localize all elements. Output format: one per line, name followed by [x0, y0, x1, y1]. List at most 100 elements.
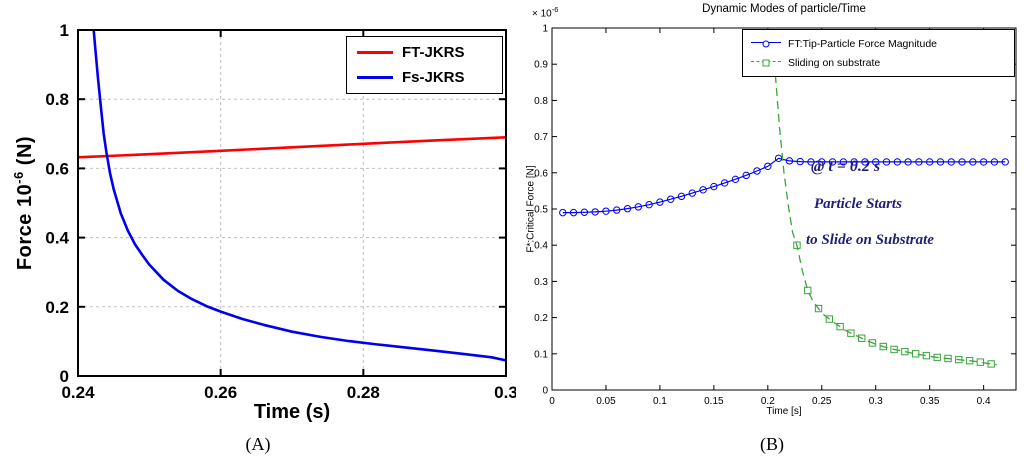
y-tick-label: 0.4 [534, 241, 548, 252]
legend-label: Sliding on substrate [788, 56, 881, 69]
exponent-base: × 10 [532, 8, 552, 20]
green-dashed-square-swatch [751, 57, 781, 68]
circle-marker [559, 208, 567, 217]
x-tick-label: 0.3 [494, 383, 516, 402]
chart-b-title: Dynamic Modes of particle/Time [702, 3, 866, 15]
blue-line-swatch [357, 76, 393, 79]
x-tick-label: 0.35 [920, 396, 940, 407]
legend-item-ft-jkrs: FT-JKRS [347, 40, 502, 65]
x-tick-label: 0.25 [812, 396, 832, 407]
circle-marker [688, 189, 696, 197]
circle-marker [893, 158, 902, 166]
x-tick-label: 0.2 [761, 396, 775, 407]
y-tick-label: 0.8 [534, 96, 548, 107]
circle-marker [979, 158, 988, 166]
square-marker [933, 353, 941, 362]
circle-marker [645, 200, 653, 209]
chart-b: 0 0.05 0.1 0.15 0.2 0.25 0.3 0.35 0.4 0 0.1 0.2 0.3 0… [520, 0, 1024, 430]
legend-label: FT-JKRS [402, 44, 465, 61]
y-tick-label: 0 [542, 386, 548, 397]
circle-marker [947, 158, 955, 166]
legend-label: Fs-JKRS [402, 69, 465, 86]
x-tick-label: 0.28 [347, 383, 380, 402]
square-marker [955, 355, 963, 364]
square-marker [911, 350, 920, 358]
circle-marker [656, 198, 664, 206]
circle-marker [753, 167, 761, 175]
red-line-swatch [357, 51, 393, 54]
square-marker [868, 339, 877, 347]
chart-b-y-exponent: × 10-6 [532, 5, 558, 19]
circle-marker [850, 158, 858, 166]
x-tick-label: 0.3 [869, 396, 883, 407]
caption-a: (A) [245, 434, 271, 454]
square-marker [857, 334, 866, 342]
circle-marker [807, 158, 815, 166]
series-group [78, 30, 506, 362]
circle-marker [872, 158, 880, 166]
circle-marker [666, 195, 675, 203]
circle-marker [720, 179, 729, 187]
x-tick-label: 0.24 [61, 383, 95, 402]
circle-marker [580, 208, 589, 216]
x-tick-label: 0.4 [977, 396, 991, 407]
square-marker [814, 304, 823, 313]
y-tick-label: 1 [542, 24, 548, 35]
chart-b-legend: FT:Tip-Particle Force Magnitude Sliding … [742, 29, 1015, 77]
circle-marker [904, 158, 912, 166]
circle-marker [602, 207, 610, 215]
circle-marker [796, 157, 804, 166]
y-tick-label: 0.7 [534, 132, 548, 143]
y-tick-label: 0.6 [45, 159, 69, 178]
y-tick-label: 0 [60, 367, 69, 386]
circle-marker [569, 208, 578, 217]
circle-marker [925, 158, 934, 166]
plot-box [77, 29, 507, 377]
y-tick-label: 0.3 [534, 277, 548, 288]
circle-marker [861, 158, 869, 166]
y-label-unit: (N) [13, 135, 36, 172]
square-marker [890, 345, 898, 354]
square-marker [965, 356, 974, 365]
square-marker [987, 360, 995, 368]
y-label-text: Force 10 [13, 183, 36, 271]
legend-label: FT:Tip-Particle Force Magnitude [788, 37, 937, 50]
circle-marker [915, 158, 923, 166]
y-tick-label: 0.2 [45, 298, 69, 317]
circle-marker [818, 158, 826, 166]
chart-b-y-axis-label: F*:Critical Force [N] [525, 165, 537, 253]
legend-item-tip-particle-force: FT:Tip-Particle Force Magnitude [743, 34, 1014, 53]
legend-item-fs-jkrs: Fs-JKRS [347, 65, 502, 90]
series-line-ft-tip-particle-force-magnitude [562, 157, 1006, 214]
circle-marker [958, 158, 966, 166]
circle-marker [623, 204, 632, 213]
x-tick-label: 0.26 [204, 383, 237, 402]
circle-marker [742, 171, 750, 180]
square-marker-icon [762, 59, 770, 66]
y-tick-label: 0.5 [534, 205, 548, 216]
series-line-sliding-on-substrate [774, 75, 997, 366]
y-label-exponent: -6 [11, 171, 27, 184]
square-marker [847, 329, 855, 337]
y-tick-label: 0.2 [534, 313, 548, 324]
x-tick-label: 0 [549, 396, 555, 407]
square-marker [944, 354, 952, 363]
y-tick-label: 0.1 [534, 349, 548, 360]
square-marker [922, 351, 931, 360]
x-tick-label: 0.1 [653, 396, 667, 407]
circle-marker [882, 158, 891, 166]
legend-item-sliding-on-substrate: Sliding on substrate [743, 53, 1014, 72]
exponent-power: -6 [551, 5, 559, 14]
square-marker [976, 358, 985, 366]
annotation-line-1: Particle Starts [814, 196, 902, 212]
blue-line-circle-swatch [751, 38, 781, 49]
circle-marker [591, 208, 599, 216]
annotation-line-2: to Slide on Substrate [806, 232, 934, 248]
circle-marker [699, 186, 707, 194]
circle-marker [731, 175, 740, 184]
chart-a-x-axis-label: Time (s) [253, 401, 331, 423]
circle-marker [936, 158, 945, 166]
square-marker [836, 322, 844, 331]
square-marker [901, 347, 909, 356]
